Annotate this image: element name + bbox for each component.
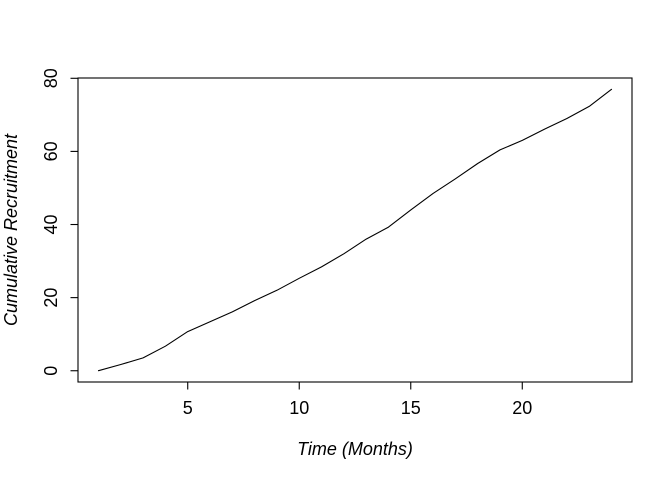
y-axis-tick-label: 80 <box>41 68 61 88</box>
y-axis-tick-label: 60 <box>41 141 61 161</box>
x-axis-tick-label: 10 <box>289 398 309 418</box>
x-axis-tick-label: 5 <box>183 398 193 418</box>
x-axis-title: Time (Months) <box>297 439 413 459</box>
plot-area: 5 10 15 20 0 20 40 60 80 <box>41 68 633 418</box>
x-axis-tick-label: 20 <box>512 398 532 418</box>
plot-box <box>77 77 633 383</box>
y-axis-tick-label: 20 <box>41 288 61 308</box>
x-axis-tick-label: 15 <box>401 398 421 418</box>
y-axis-title: Cumulative Recruitment <box>1 133 21 326</box>
cumulative-recruitment-line <box>97 88 613 372</box>
y-axis-tick-label: 40 <box>41 215 61 235</box>
y-axis-tick-label: 0 <box>41 366 61 376</box>
